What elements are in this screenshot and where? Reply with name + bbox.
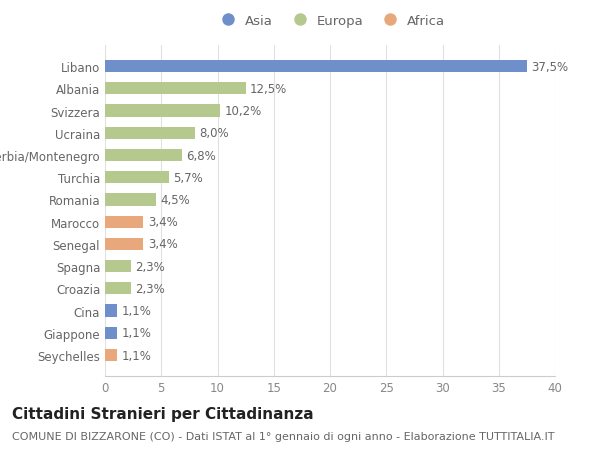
Bar: [105, 194, 155, 206]
Text: COMUNE DI BIZZARONE (CO) - Dati ISTAT al 1° gennaio di ogni anno - Elaborazione : COMUNE DI BIZZARONE (CO) - Dati ISTAT al…: [12, 431, 554, 442]
Text: 6,8%: 6,8%: [186, 149, 216, 162]
Text: 1,1%: 1,1%: [122, 327, 152, 340]
Bar: [105, 83, 245, 95]
Bar: [105, 327, 118, 339]
Text: 12,5%: 12,5%: [250, 83, 287, 95]
Bar: [105, 349, 118, 361]
Text: 1,1%: 1,1%: [122, 304, 152, 318]
Text: 3,4%: 3,4%: [148, 238, 178, 251]
Bar: [105, 238, 143, 251]
Bar: [105, 260, 131, 273]
Bar: [105, 61, 527, 73]
Bar: [105, 172, 169, 184]
Text: 3,4%: 3,4%: [148, 216, 178, 229]
Bar: [105, 305, 118, 317]
Text: 10,2%: 10,2%: [224, 105, 262, 118]
Text: 8,0%: 8,0%: [199, 127, 229, 140]
Bar: [105, 216, 143, 228]
Text: Cittadini Stranieri per Cittadinanza: Cittadini Stranieri per Cittadinanza: [12, 406, 314, 421]
Text: 5,7%: 5,7%: [173, 171, 203, 185]
Text: 2,3%: 2,3%: [136, 260, 165, 273]
Bar: [105, 128, 195, 140]
Text: 4,5%: 4,5%: [160, 194, 190, 207]
Text: 37,5%: 37,5%: [532, 61, 569, 73]
Bar: [105, 283, 131, 295]
Text: 1,1%: 1,1%: [122, 349, 152, 362]
Bar: [105, 105, 220, 118]
Bar: [105, 150, 182, 162]
Text: 2,3%: 2,3%: [136, 282, 165, 295]
Legend: Asia, Europa, Africa: Asia, Europa, Africa: [209, 9, 451, 33]
